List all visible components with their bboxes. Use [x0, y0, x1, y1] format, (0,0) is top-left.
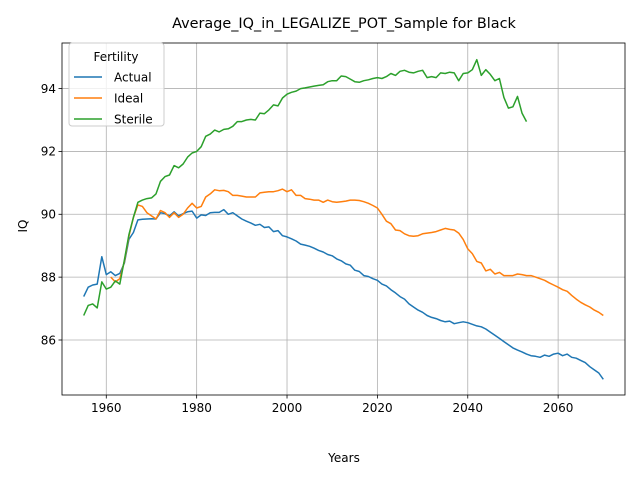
y-tick-label: 88 [41, 270, 56, 284]
x-tick-label: 1980 [181, 401, 212, 415]
grid [62, 43, 625, 395]
chart-title: Average_IQ_in_LEGALIZE_POT_Sample for Bl… [172, 16, 516, 32]
axes-frame [61, 42, 626, 396]
series-line-sterile [83, 58, 528, 316]
y-tick-label: 92 [41, 145, 56, 159]
legend-title: Fertility [93, 50, 138, 64]
legend-label-sterile: Sterile [114, 112, 153, 126]
y-tick-label: 86 [41, 333, 56, 347]
legend-label-actual: Actual [114, 70, 152, 84]
x-tick-label: 2040 [452, 401, 483, 415]
x-tick-label: 2000 [272, 401, 303, 415]
y-tick-label: 94 [41, 82, 56, 96]
series-line-ideal [110, 188, 604, 317]
y-tick-label: 90 [41, 208, 56, 222]
legend-box [68, 42, 165, 127]
x-axis-label: Years [327, 451, 360, 465]
legend: Fertility Actual Ideal Sterile [68, 42, 165, 127]
legend-entries: Actual Ideal Sterile [74, 70, 153, 126]
y-axis-label: IQ [16, 220, 30, 233]
y-axis-ticks: 86 88 90 92 94 [41, 82, 62, 347]
series-line-actual [83, 208, 604, 380]
x-tick-label: 2060 [543, 401, 574, 415]
legend-label-ideal: Ideal [114, 91, 143, 105]
x-tick-label: 2020 [362, 401, 393, 415]
series-lines [83, 58, 604, 380]
x-tick-label: 1960 [91, 401, 122, 415]
x-axis-ticks: 1960 1980 2000 2020 2040 2060 [91, 395, 573, 415]
